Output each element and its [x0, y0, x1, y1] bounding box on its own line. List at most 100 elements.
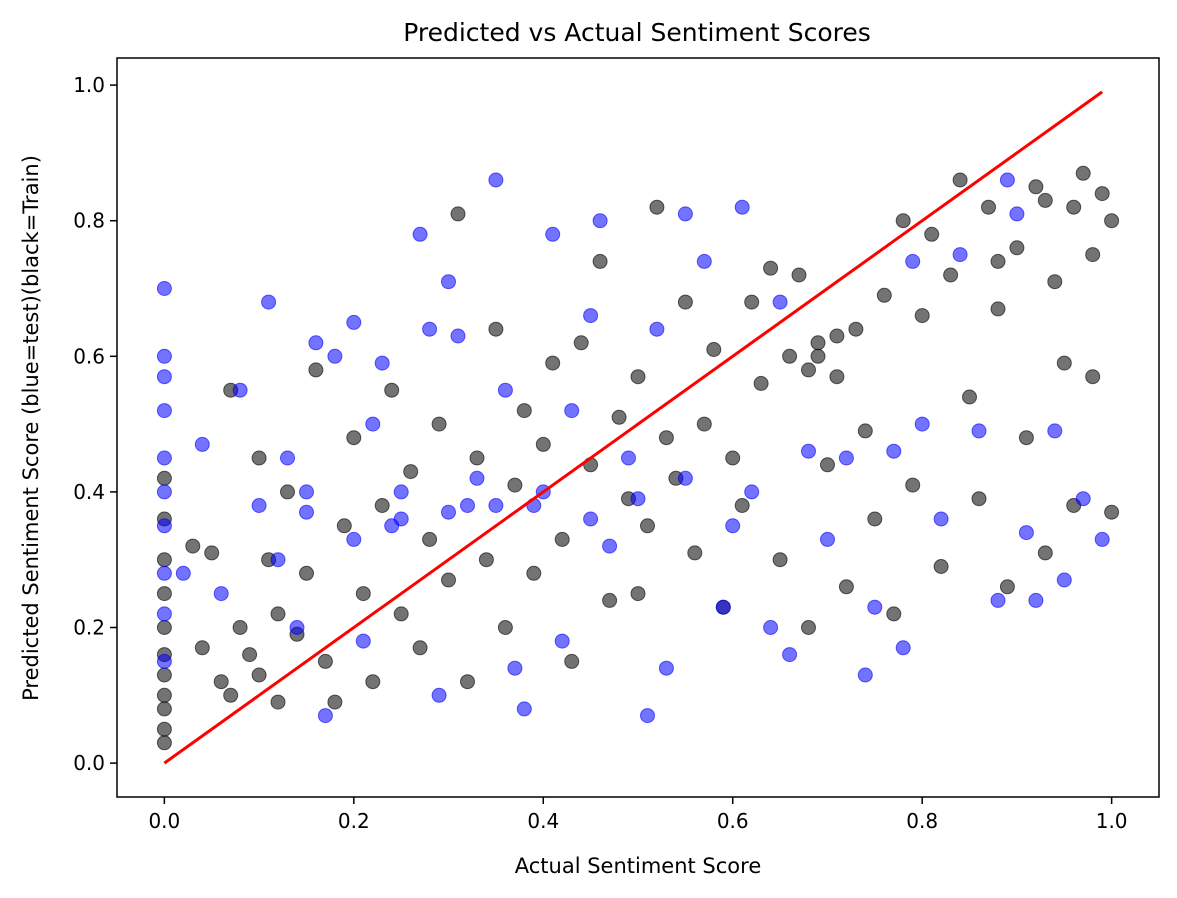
test-point-54: [734, 199, 750, 215]
test-point-34: [460, 498, 475, 513]
train-point-92: [914, 308, 930, 324]
test-point-21: [317, 708, 333, 724]
test-point-57: [772, 294, 788, 310]
train-point-87: [867, 511, 883, 527]
train-point-68: [687, 545, 703, 561]
train-point-70: [706, 342, 722, 357]
train-point-111: [1085, 247, 1101, 263]
x-tick-label-4: 0.8: [906, 809, 938, 833]
test-point-59: [801, 443, 816, 459]
train-point-61: [630, 369, 646, 385]
y-tick-label-1: 0.2: [73, 616, 105, 640]
test-point-6: [156, 518, 172, 534]
train-point-82: [820, 457, 835, 473]
test-point-70: [971, 423, 987, 439]
test-point-53: [715, 599, 731, 615]
train-point-4: [156, 667, 172, 683]
train-point-41: [441, 572, 456, 588]
test-point-8: [156, 606, 172, 622]
train-point-107: [1056, 355, 1072, 371]
train-point-3: [156, 687, 172, 703]
train-point-20: [251, 667, 267, 683]
test-point-28: [393, 484, 409, 500]
train-point-40: [431, 416, 447, 432]
train-point-69: [696, 416, 712, 432]
train-point-42: [450, 206, 466, 222]
test-point-76: [1047, 423, 1063, 439]
test-point-74: [1018, 525, 1034, 541]
test-point-19: [299, 484, 314, 500]
train-point-93: [924, 226, 940, 242]
train-point-31: [346, 430, 362, 446]
test-point-68: [933, 511, 949, 527]
test-point-89: [299, 504, 314, 520]
test-point-9: [156, 653, 172, 669]
train-point-75: [753, 375, 769, 391]
train-point-116: [1037, 192, 1053, 208]
test-point-4: [156, 450, 172, 466]
train-point-114: [1104, 213, 1120, 229]
x-axis-label: Actual Sentiment Score: [515, 854, 762, 878]
train-point-119: [829, 328, 845, 344]
test-point-63: [867, 599, 883, 615]
train-point-8: [156, 552, 172, 568]
test-point-17: [280, 450, 295, 466]
test-point-0: [156, 281, 172, 296]
train-point-35: [384, 382, 400, 398]
train-point-18: [242, 647, 258, 663]
test-point-87: [677, 470, 693, 486]
train-point-115: [1104, 504, 1120, 520]
train-point-50: [526, 565, 542, 581]
train-point-33: [365, 674, 381, 690]
train-point-49: [516, 403, 532, 419]
test-point-41: [545, 226, 561, 242]
train-point-96: [952, 172, 968, 188]
test-point-29: [412, 226, 428, 242]
x-tick-label-0: 0.0: [148, 809, 180, 833]
train-point-100: [990, 301, 1006, 317]
test-point-61: [838, 450, 854, 466]
test-point-72: [999, 172, 1015, 188]
test-point-44: [583, 308, 599, 324]
train-point-62: [630, 586, 646, 602]
train-point-24: [280, 484, 295, 500]
train-point-91: [905, 477, 921, 493]
test-point-82: [583, 511, 599, 527]
train-point-83: [829, 369, 845, 385]
train-point-85: [848, 321, 864, 337]
train-point-73: [734, 498, 750, 513]
reference-line: [163, 90, 1104, 765]
test-point-22: [327, 348, 343, 364]
train-point-97: [962, 389, 977, 405]
test-point-13: [232, 382, 248, 398]
test-point-51: [677, 206, 693, 222]
test-point-42: [554, 633, 570, 649]
train-point-13: [204, 545, 220, 561]
test-point-50: [658, 660, 674, 676]
test-point-73: [1009, 206, 1025, 222]
train-point-38: [412, 640, 428, 656]
train-point-94: [933, 559, 949, 574]
test-point-14: [251, 498, 267, 513]
test-point-78: [1075, 491, 1091, 507]
train-point-27: [308, 362, 324, 378]
chart-title: Predicted vs Actual Sentiment Scores: [403, 18, 871, 47]
test-point-65: [895, 640, 911, 656]
test-point-67: [914, 416, 930, 432]
test-point-1: [156, 348, 172, 364]
train-point-34: [374, 498, 390, 513]
y-tick-label-4: 0.8: [73, 209, 105, 233]
test-point-2: [156, 369, 172, 385]
train-point-1: [156, 721, 172, 737]
test-point-25: [365, 416, 381, 432]
train-point-51: [535, 436, 551, 452]
train-point-65: [658, 430, 674, 446]
train-point-86: [857, 423, 873, 439]
train-point-30: [336, 518, 352, 534]
test-point-47: [621, 450, 636, 466]
train-point-0: [156, 735, 172, 751]
train-point-88: [876, 287, 892, 303]
test-point-56: [763, 620, 779, 635]
train-point-23: [270, 606, 286, 622]
